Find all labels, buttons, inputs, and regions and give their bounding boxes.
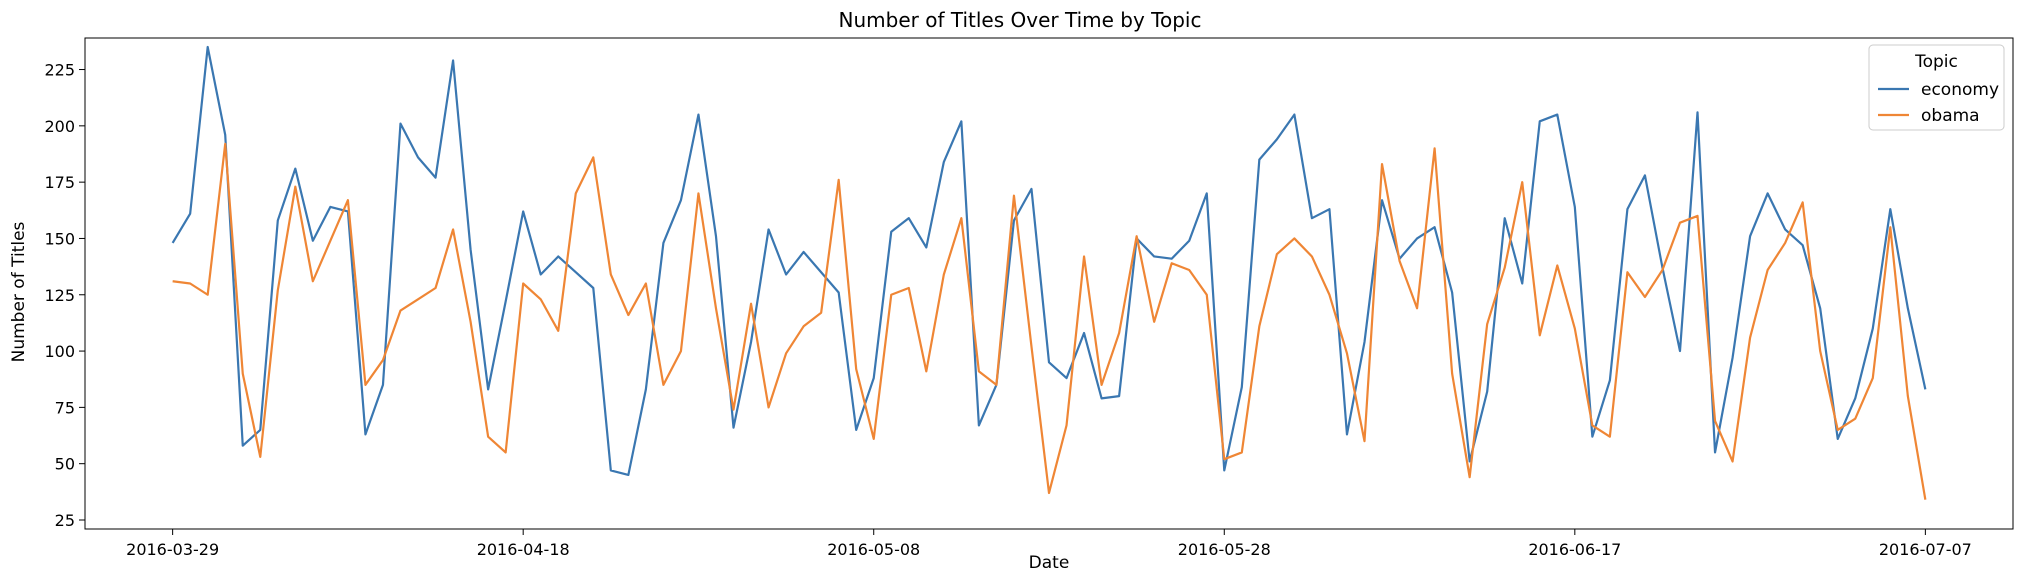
- x-tick-label: 2016-04-18: [477, 540, 570, 559]
- legend-box: [1868, 44, 2005, 131]
- x-tick-label: 2016-06-17: [1528, 540, 1621, 559]
- series-line-economy: [171, 45, 1927, 477]
- y-tick-label: 75: [55, 398, 75, 417]
- x-tick-label: 2016-03-29: [126, 540, 219, 559]
- x-tick-label: 2016-05-28: [1178, 540, 1271, 559]
- legend-label-economy: economy: [1921, 80, 1999, 100]
- y-axis: 25 50 75 100 125 150 175 200 225: [44, 61, 85, 530]
- x-tick-label: 2016-05-08: [827, 540, 920, 559]
- series-line-obama: [172, 142, 1927, 500]
- y-tick-label: 150: [44, 229, 75, 248]
- legend-title: Topic: [1914, 52, 1958, 72]
- y-tick-label: 225: [44, 61, 75, 80]
- y-tick-label: 50: [55, 455, 75, 474]
- y-tick-label: 100: [44, 342, 75, 361]
- legend-label-obama: obama: [1921, 106, 1980, 126]
- series-layer: [171, 45, 1927, 500]
- y-tick-label: 125: [44, 286, 75, 305]
- chart-title: Number of Titles Over Time by Topic: [839, 8, 1202, 32]
- y-axis-label: Number of Titles: [9, 221, 29, 362]
- legend: Topic economy obama: [1868, 44, 2005, 131]
- y-tick-label: 175: [44, 173, 75, 192]
- x-axis-label: Date: [1029, 553, 1070, 573]
- x-axis: 2016-03-29 2016-04-18 2016-05-08 2016-05-28…: [126, 529, 1972, 559]
- plot-area: [84, 37, 2014, 530]
- x-tick-label: 2016-07-07: [1879, 540, 1972, 559]
- y-tick-label: 200: [44, 117, 75, 136]
- plot-frame: [84, 37, 2014, 530]
- y-tick-label: 25: [55, 511, 75, 530]
